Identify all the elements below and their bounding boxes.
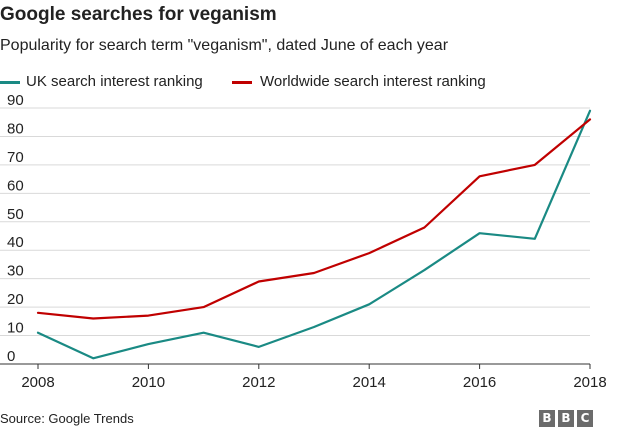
axes <box>0 363 591 369</box>
y-tick-label-20: 20 <box>7 291 24 308</box>
x-tick-label-2012: 2012 <box>242 374 275 391</box>
bbc-logo-letter: C <box>577 410 593 427</box>
y-tick-label-70: 70 <box>7 149 24 166</box>
x-tick-label-2008: 2008 <box>21 374 54 391</box>
y-tick-label-80: 80 <box>7 120 24 137</box>
series-lines <box>36 109 592 360</box>
bbc-logo: B B C <box>539 410 593 427</box>
x-tick-label-2010: 2010 <box>132 374 165 391</box>
x-tick-labels: 2008 2010 2012 2014 2016 2018 <box>21 374 606 391</box>
legend-swatch-uk <box>0 81 20 84</box>
bbc-logo-letter: B <box>558 410 574 427</box>
chart-title: Google searches for veganism <box>0 4 277 25</box>
legend-label-uk: UK search interest ranking <box>26 73 203 90</box>
y-tick-label-30: 30 <box>7 263 24 280</box>
chart-subtitle: Popularity for search term "veganism", d… <box>0 37 449 54</box>
x-tick-label-2016: 2016 <box>463 374 496 391</box>
y-tick-labels: 0 10 20 30 40 50 60 70 80 90 <box>7 92 24 365</box>
y-tick-label-40: 40 <box>7 234 24 251</box>
legend-swatch-worldwide <box>232 81 252 84</box>
series-line-worldwide <box>36 118 592 320</box>
y-tick-label-90: 90 <box>7 92 24 109</box>
x-tick-label-2014: 2014 <box>353 374 386 391</box>
y-tick-label-10: 10 <box>7 320 24 337</box>
y-tick-label-60: 60 <box>7 177 24 194</box>
legend-label-worldwide: Worldwide search interest ranking <box>260 73 486 90</box>
y-tick-label-50: 50 <box>7 206 24 223</box>
series-line-uk <box>36 109 592 360</box>
source-note: Source: Google Trends <box>0 411 134 426</box>
bbc-logo-letter: B <box>539 410 555 427</box>
grid-lines <box>0 107 590 337</box>
x-tick-label-2018: 2018 <box>573 374 606 391</box>
y-tick-label-0: 0 <box>7 348 15 365</box>
